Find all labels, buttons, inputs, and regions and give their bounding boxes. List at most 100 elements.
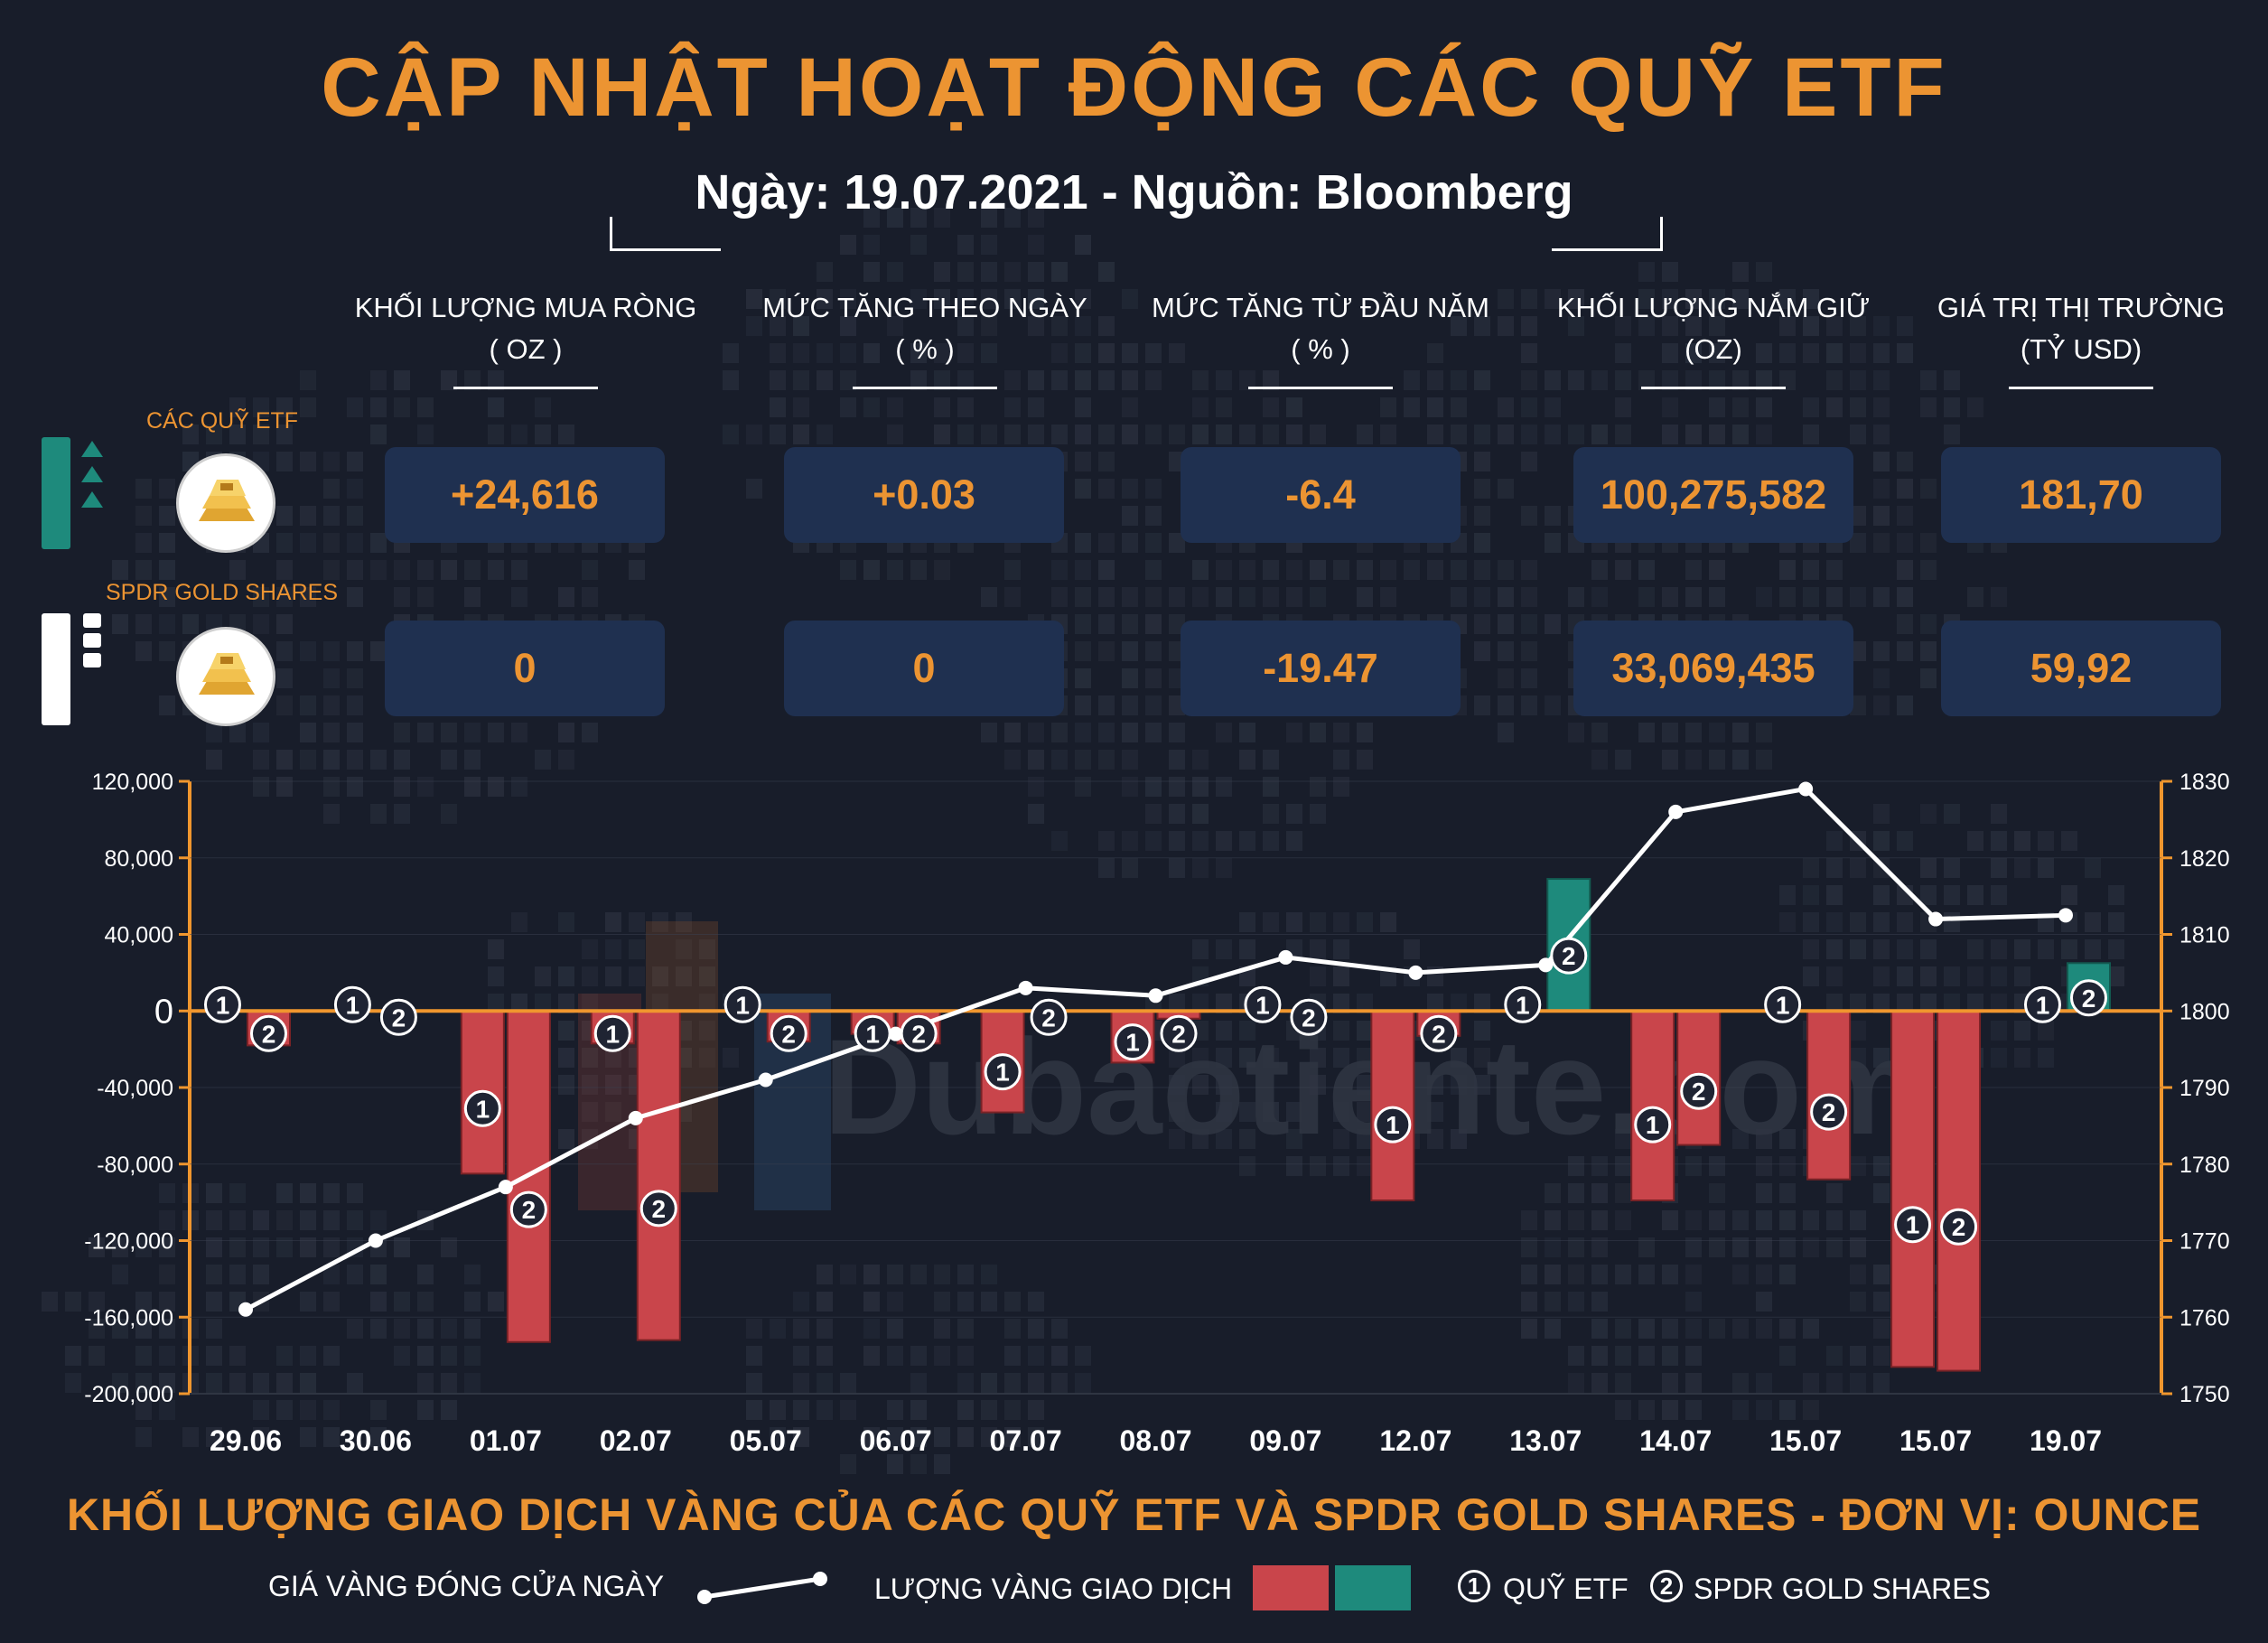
etf-marker-circle <box>854 1014 891 1052</box>
spdr-marker-circle <box>1290 998 1328 1036</box>
spdr-marker-label: 2 <box>781 1020 796 1048</box>
spdr-holdings-value: 33,069,435 <box>1573 621 1853 716</box>
price-point <box>1278 949 1293 965</box>
spdr-marker-circle <box>1940 1208 1978 1246</box>
etf-marker-circle <box>1504 985 1542 1023</box>
spdr-marker-label: 2 <box>1952 1213 1966 1241</box>
spdr-marker-label: 2 <box>1171 1020 1186 1048</box>
spdr-marker-circle <box>379 998 417 1036</box>
row-label-spdr: SPDR GOLD SHARES <box>106 580 339 605</box>
price-point <box>628 1110 643 1125</box>
etf-market-value: 181,70 <box>1941 447 2221 543</box>
right-axis-tick-label: 1800 <box>2179 999 2230 1024</box>
etf-marker-label: 1 <box>995 1059 1010 1087</box>
x-axis-tick-label: 08.07 <box>1119 1424 1191 1457</box>
column-header-ytd-change: MỨC TĂNG TỪ ĐẦU NĂM( % ) <box>1122 287 1519 389</box>
spdr-marker-circle <box>770 1014 807 1052</box>
etf-marker-circle <box>1374 1106 1412 1144</box>
column-header-daily-change: MỨC TĂNG THEO NGÀY( % ) <box>726 287 1124 389</box>
x-axis-tick-label: 30.06 <box>340 1424 412 1457</box>
spdr-marker-label: 2 <box>522 1196 537 1224</box>
spdr-market-value: 59,92 <box>1941 621 2221 716</box>
legend-spdr-marker: 2 <box>1650 1570 1683 1602</box>
etf-marker-label: 1 <box>2036 991 2050 1019</box>
price-point <box>758 1072 773 1088</box>
spdr-marker-label: 2 <box>262 1020 276 1048</box>
etf-bar <box>1630 1010 1675 1202</box>
x-axis-tick-label: 13.07 <box>1509 1424 1582 1457</box>
x-axis-tick-label: 06.07 <box>860 1424 932 1457</box>
legend-spdr-label: SPDR GOLD SHARES <box>1694 1573 1991 1605</box>
price-point <box>1668 804 1684 819</box>
spdr-marker-circle <box>1420 1014 1458 1052</box>
etf-marker-label: 1 <box>476 1095 490 1123</box>
spdr-bar <box>1937 1010 1982 1372</box>
spdr-ytd-change-value: -19.47 <box>1181 621 1461 716</box>
gold-bar-icon <box>176 453 275 553</box>
spdr-marker-label: 2 <box>651 1195 666 1223</box>
spdr-marker-circle <box>1030 998 1068 1036</box>
etf-marker-circle <box>1114 1023 1152 1061</box>
etf-daily-change-value: +0.03 <box>784 447 1064 543</box>
right-axis-tick-label: 1820 <box>2179 846 2230 872</box>
spdr-marker-circle <box>900 1014 938 1052</box>
x-axis-tick-label: 05.07 <box>730 1424 802 1457</box>
x-axis-tick-label: 29.06 <box>210 1424 282 1457</box>
spdr-daily-change-value: 0 <box>784 621 1064 716</box>
subtitle-bracket-left <box>610 217 721 251</box>
etf-marker-circle <box>2024 985 2061 1023</box>
right-axis-tick-label: 1760 <box>2179 1305 2230 1330</box>
etf-marker-circle <box>204 985 241 1023</box>
etf-holdings-value: 100,275,582 <box>1573 447 1853 543</box>
right-axis-tick-label: 1790 <box>2179 1076 2230 1101</box>
spdr-net-buy-value: 0 <box>385 621 665 716</box>
etf-net-buy-value: +24,616 <box>385 447 665 543</box>
legend-price-label: GIÁ VÀNG ĐÓNG CỬA NGÀY <box>268 1570 665 1602</box>
left-axis-tick-label: -200,000 <box>84 1382 173 1407</box>
price-point <box>238 1302 253 1317</box>
x-axis-tick-label: 02.07 <box>600 1424 672 1457</box>
etf-marker-label: 1 <box>1125 1029 1140 1057</box>
spdr-marker-label: 2 <box>1041 1004 1056 1032</box>
left-axis-tick-label: 40,000 <box>105 923 173 948</box>
spdr-marker-circle <box>250 1014 287 1052</box>
spdr-marker-label: 2 <box>392 1004 406 1032</box>
spdr-marker-label: 2 <box>911 1020 926 1048</box>
price-point <box>498 1180 513 1195</box>
legend-positive-swatch <box>1335 1565 1411 1610</box>
column-header-market-value: GIÁ TRỊ THỊ TRƯỜNG (TỶ USD) <box>1882 287 2268 389</box>
right-axis-tick-label: 1810 <box>2179 923 2230 948</box>
spdr-marker-circle <box>1810 1093 1848 1131</box>
chart-title: KHỐI LƯỢNG GIAO DỊCH VÀNG CỦA CÁC QUỸ ET… <box>66 1489 2202 1540</box>
right-axis-tick-label: 1780 <box>2179 1153 2230 1178</box>
etf-marker-label: 1 <box>346 991 360 1019</box>
spdr-marker-circle <box>639 1190 677 1228</box>
subtitle-bracket-right <box>1552 217 1663 251</box>
legend-negative-swatch <box>1253 1565 1329 1610</box>
etf-marker-circle <box>1894 1206 1932 1244</box>
etf-marker-circle <box>1634 1106 1672 1144</box>
etf-marker-label: 1 <box>1906 1211 1920 1239</box>
x-axis-tick-label: 19.07 <box>2030 1424 2102 1457</box>
legend-etf-label: QUỸ ETF <box>1503 1573 1629 1605</box>
column-header-net-buy: KHỐI LƯỢNG MUA RÒNG( OZ ) <box>327 287 724 389</box>
page-subtitle: Ngày: 19.07.2021 - Nguồn: Bloomberg <box>695 165 1573 219</box>
x-axis-tick-label: 09.07 <box>1249 1424 1321 1457</box>
right-axis-tick-label: 1750 <box>2179 1382 2230 1407</box>
left-axis-tick-label: -40,000 <box>97 1076 173 1101</box>
right-axis-tick-label: 1770 <box>2179 1229 2230 1255</box>
etf-bar <box>1890 1010 1936 1368</box>
etf-marker-circle <box>333 985 371 1023</box>
etf-marker-label: 1 <box>1386 1111 1400 1139</box>
etf-ytd-change-value: -6.4 <box>1181 447 1461 543</box>
price-point <box>1928 911 1944 927</box>
legend-volume-label: LƯỢNG VÀNG GIAO DỊCH <box>874 1573 1233 1605</box>
etf-marker-circle <box>1244 985 1282 1023</box>
etf-marker-label: 1 <box>216 991 230 1019</box>
etf-marker-circle <box>1764 985 1802 1023</box>
etf-marker-label: 1 <box>735 991 750 1019</box>
x-axis-tick-label: 15.07 <box>1769 1424 1842 1457</box>
page-title: CẬP NHẬT HOẠT ĐỘNG CÁC QUỸ ETF <box>321 42 1947 134</box>
etf-marker-label: 1 <box>1646 1111 1660 1139</box>
